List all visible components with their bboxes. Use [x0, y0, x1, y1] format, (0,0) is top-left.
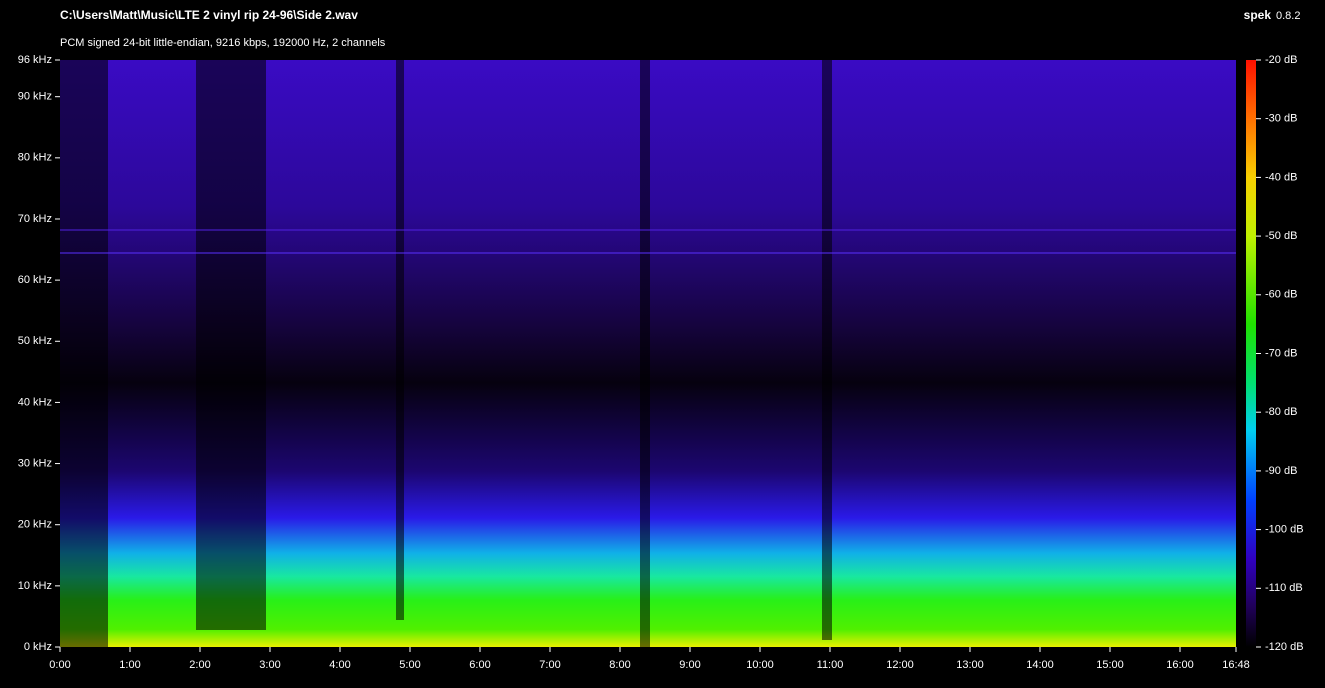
app-version: 0.8.2: [1276, 10, 1300, 22]
x-tick-label: 8:00: [609, 659, 630, 671]
color-tick-label: -90 dB: [1265, 465, 1297, 477]
y-tick-label: 96 kHz: [18, 54, 52, 66]
color-tick-label: -50 dB: [1265, 230, 1297, 242]
y-tick-label: 50 kHz: [18, 335, 52, 347]
file-path: C:\Users\Matt\Music\LTE 2 vinyl rip 24-9…: [60, 8, 358, 22]
x-tick-label: 4:00: [329, 659, 350, 671]
color-tick-label: -60 dB: [1265, 289, 1297, 301]
y-tick-label: 10 kHz: [18, 580, 52, 592]
color-tick-label: -30 dB: [1265, 113, 1297, 125]
x-tick-label: 0:00: [49, 659, 70, 671]
y-tick-label: 20 kHz: [18, 519, 52, 531]
x-tick-label: 7:00: [539, 659, 560, 671]
y-tick-label: 70 kHz: [18, 213, 52, 225]
x-tick-label: 3:00: [259, 659, 280, 671]
color-tick-label: -40 dB: [1265, 171, 1297, 183]
color-tick-label: -120 dB: [1265, 641, 1304, 653]
x-tick-label: 14:00: [1026, 659, 1054, 671]
x-tick-label: 13:00: [956, 659, 984, 671]
x-tick-label: 16:00: [1166, 659, 1194, 671]
x-tick-label: 12:00: [886, 659, 914, 671]
x-tick-label: 1:00: [119, 659, 140, 671]
x-tick-label: 5:00: [399, 659, 420, 671]
y-tick-label: 40 kHz: [18, 396, 52, 408]
x-tick-label: 16:48: [1222, 659, 1250, 671]
x-tick-label: 9:00: [679, 659, 700, 671]
color-scale: [1246, 60, 1256, 647]
color-tick-label: -80 dB: [1265, 406, 1297, 418]
y-tick-label: 60 kHz: [18, 274, 52, 286]
quiet-passages: [60, 60, 832, 647]
file-info: PCM signed 24-bit little-endian, 9216 kb…: [60, 37, 386, 49]
x-tick-label: 10:00: [746, 659, 774, 671]
x-tick-label: 11:00: [817, 659, 844, 671]
y-tick-label: 90 kHz: [18, 91, 52, 103]
color-tick-label: -100 dB: [1265, 524, 1304, 536]
app-name: spek: [1244, 8, 1272, 22]
x-tick-label: 6:00: [469, 659, 490, 671]
y-tick-label: 0 kHz: [24, 641, 52, 653]
x-tick-label: 15:00: [1096, 659, 1124, 671]
y-tick-label: 30 kHz: [18, 457, 52, 469]
color-tick-label: -20 dB: [1265, 54, 1297, 66]
color-tick-label: -70 dB: [1265, 347, 1297, 359]
color-tick-label: -110 dB: [1265, 582, 1303, 594]
x-tick-label: 2:00: [189, 659, 210, 671]
y-tick-label: 80 kHz: [18, 152, 52, 164]
